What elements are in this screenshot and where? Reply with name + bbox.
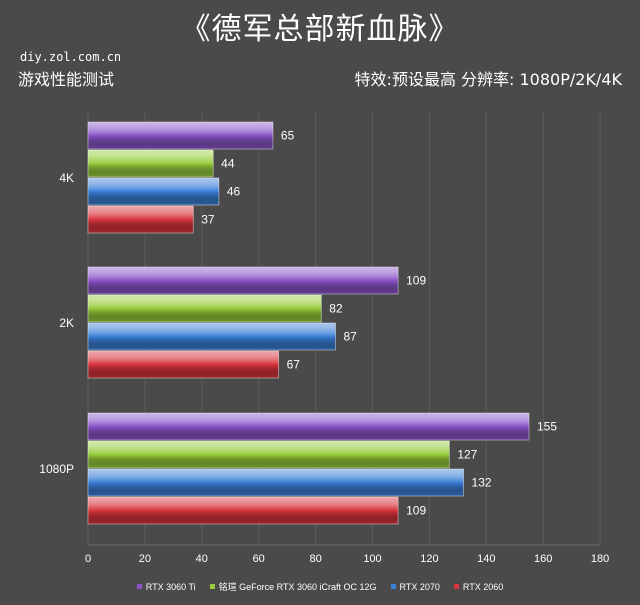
bar-value-label: 46 [227,185,241,199]
x-tick-label: 180 [591,553,609,565]
legend-label: RTX 2070 [399,581,440,592]
legend-label: 铭瑄 GeForce RTX 3060 iCraft OC 12G [218,582,377,592]
legend-label: RTX 3060 Ti [145,581,196,592]
bar-value-label: 82 [329,302,343,316]
bar-value-label: 65 [281,129,295,143]
legend-item: RTX 2070 [390,580,440,593]
legend-item: 铭瑄 GeForce RTX 3060 iCraft OC 12G [209,580,377,593]
bar-shading [87,177,220,206]
legend-item: RTX 2060 [453,580,504,593]
bar-shading [87,350,280,379]
bar-value-label: 37 [201,213,215,227]
bar-value-label: 132 [472,476,492,490]
legend-item: RTX 3060 Ti [136,580,196,593]
x-tick-label: 80 [309,553,321,565]
chart-title: 《德军总部新血脉》 [180,12,460,47]
x-tick-label: 120 [420,553,438,565]
x-tick-label: 40 [196,553,208,565]
x-tick-label: 160 [534,553,552,565]
bar-shading [87,440,450,469]
chart-subtitle-left: 游戏性能测试 [18,70,115,89]
chart-legend: RTX 3060 Ti 铭瑄 GeForce RTX 3060 iCraft OC… [0,580,640,593]
bar-value-label: 67 [287,358,301,372]
legend-label: RTX 2060 [462,581,504,592]
x-tick-label: 20 [139,553,151,565]
x-tick-label: 0 [85,553,91,565]
bar-shading [87,121,274,150]
legend-swatch [209,584,215,589]
x-tick-label: 100 [363,553,381,565]
bar-value-label: 87 [344,330,358,344]
bar-value-label: 44 [221,157,235,171]
bar-shading [87,266,399,295]
bar-shading [87,149,214,178]
source-label: diy.zol.com.cn [20,50,122,64]
x-tick-label: 140 [477,553,495,565]
legend-swatch [136,584,142,589]
chart-subtitle-right: 特效:预设最高 分辨率: 1080P/2K/4K [354,70,622,89]
bar-shading [87,205,194,234]
bar-shading [87,412,530,441]
y-category-label: 1080P [39,462,74,476]
bar-shading [87,468,464,497]
y-category-label: 4K [59,171,74,185]
legend-swatch [390,584,396,589]
bar-value-label: 109 [406,504,426,518]
bar-shading [87,496,399,525]
bar-value-label: 155 [537,420,557,434]
y-category-label: 2K [59,316,74,330]
bar-value-label: 109 [406,274,426,288]
legend-swatch [453,584,459,589]
x-tick-label: 60 [253,553,265,565]
bar-shading [87,294,322,323]
bar-shading [87,322,336,351]
bar-value-label: 127 [457,448,477,462]
